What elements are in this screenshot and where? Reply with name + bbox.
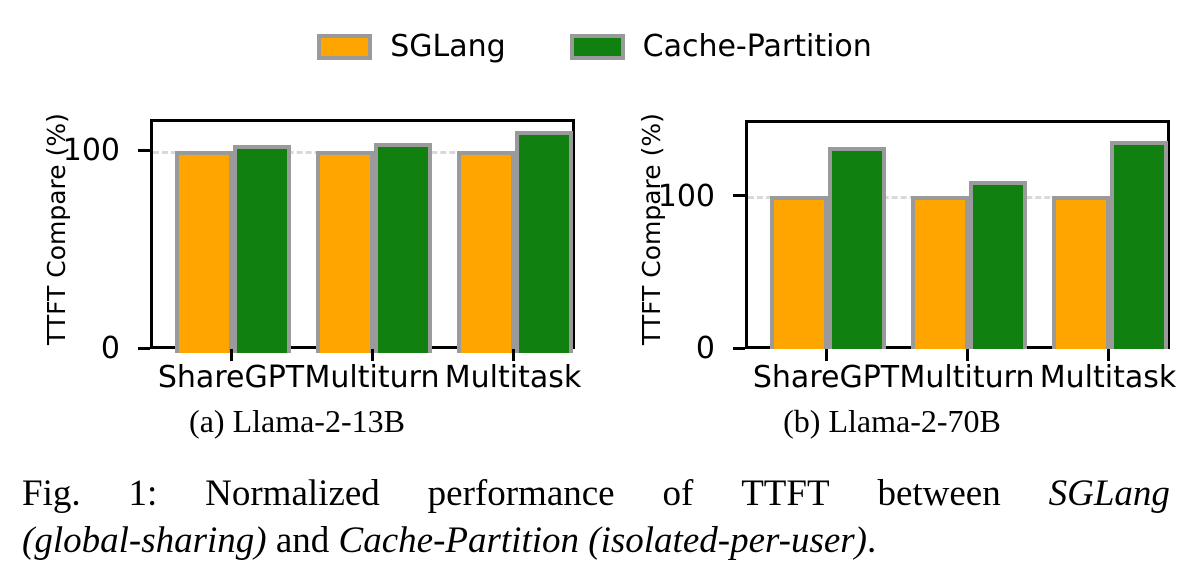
x-tick-label-b-multiturn: Multiturn [899, 360, 1035, 395]
caption-word-cache-partition-isolated: Cache-Partition (isolated-per-user) [338, 520, 868, 562]
plot-area-b [745, 120, 1170, 349]
legend-label-sglang: SGLang [390, 29, 506, 64]
x-tick-mark-a-sharegpt [230, 349, 233, 361]
subcaption-a: (a) Llama-2-13B [189, 403, 405, 439]
plot-area-a [150, 119, 575, 353]
chart-panel-a: TTFT Compare (%) 100 0 ShareGPT Multit [0, 0, 594, 585]
bar-sglang-multiturn-b [911, 196, 969, 349]
x-tick-mark-a-multitask [512, 349, 515, 361]
caption-word-between: between [877, 473, 1001, 514]
caption-word-of: of [662, 473, 694, 514]
figure-caption-line-1: Fig. 1: Normalized performance of TTFT b… [22, 470, 1170, 517]
caption-word-and: and [275, 520, 330, 562]
figure-caption-line-2: (global-sharing) and Cache-Partition (is… [22, 517, 1170, 564]
x-tick-label-b-multitask: Multitask [1039, 360, 1177, 395]
y-tick-label-a-0: 0 [100, 331, 120, 366]
caption-word-performance: performance [427, 473, 615, 514]
y-tick-mark-a-0 [138, 347, 150, 350]
chart-panel-b: TTFT Compare (%) 100 0 ShareGPT Multitur… [595, 0, 1189, 585]
y-tick-label-b-0: 0 [695, 331, 715, 366]
y-tick-label-a-100: 100 [62, 133, 120, 168]
bar-sglang-multitask-a [457, 151, 515, 353]
bar-cache-partition-multiturn-b [969, 181, 1027, 349]
x-tick-mark-a-multiturn [371, 349, 374, 361]
caption-word-ttft: TTFT [741, 473, 830, 514]
legend-swatch-green-icon [569, 34, 625, 60]
chart-legend: SGLang Cache-Partition [0, 22, 1189, 72]
legend-swatch-orange-icon [317, 34, 373, 60]
x-tick-mark-b-multiturn [966, 349, 969, 361]
caption-word-number: 1: [128, 473, 158, 514]
bar-cache-partition-sharegpt-a [233, 145, 291, 353]
legend-entry-cache-partition: Cache-Partition [569, 29, 872, 64]
bar-sglang-multiturn-a [316, 151, 374, 353]
figure-caption: Fig. 1: Normalized performance of TTFT b… [22, 470, 1170, 565]
x-tick-label-a-multitask: Multitask [444, 360, 582, 395]
bar-cache-partition-multitask-b [1110, 141, 1168, 349]
y-tick-label-b-100: 100 [657, 179, 715, 214]
legend-label-cache-partition: Cache-Partition [642, 29, 872, 64]
caption-word-period: . [867, 520, 877, 562]
caption-word-global-sharing: (global-sharing) [22, 520, 267, 562]
bar-cache-partition-sharegpt-b [828, 147, 886, 349]
x-tick-mark-b-sharegpt [825, 349, 828, 361]
caption-word-fig: Fig. [22, 473, 81, 514]
x-tick-label-b-sharegpt: ShareGPT [752, 360, 900, 395]
bar-cache-partition-multiturn-a [374, 143, 432, 353]
x-tick-mark-b-multitask [1107, 349, 1110, 361]
caption-word-sglang: SGLang [1048, 473, 1170, 514]
y-tick-mark-b-100 [733, 194, 745, 197]
subcaption-b: (b) Llama-2-70B [783, 403, 1001, 439]
y-tick-mark-b-0 [733, 347, 745, 350]
bar-sglang-sharegpt-b [770, 196, 828, 349]
caption-word-normalized: Normalized [205, 473, 380, 514]
bar-cache-partition-multitask-a [515, 131, 573, 353]
y-tick-mark-a-100 [138, 149, 150, 152]
bar-sglang-multitask-b [1052, 196, 1110, 349]
legend-entry-sglang: SGLang [317, 29, 506, 64]
bar-sglang-sharegpt-a [175, 151, 233, 353]
y-axis-label-b: TTFT Compare (%) [637, 113, 666, 345]
x-tick-label-a-multiturn: Multiturn [304, 360, 440, 395]
x-tick-label-a-sharegpt: ShareGPT [157, 360, 305, 395]
